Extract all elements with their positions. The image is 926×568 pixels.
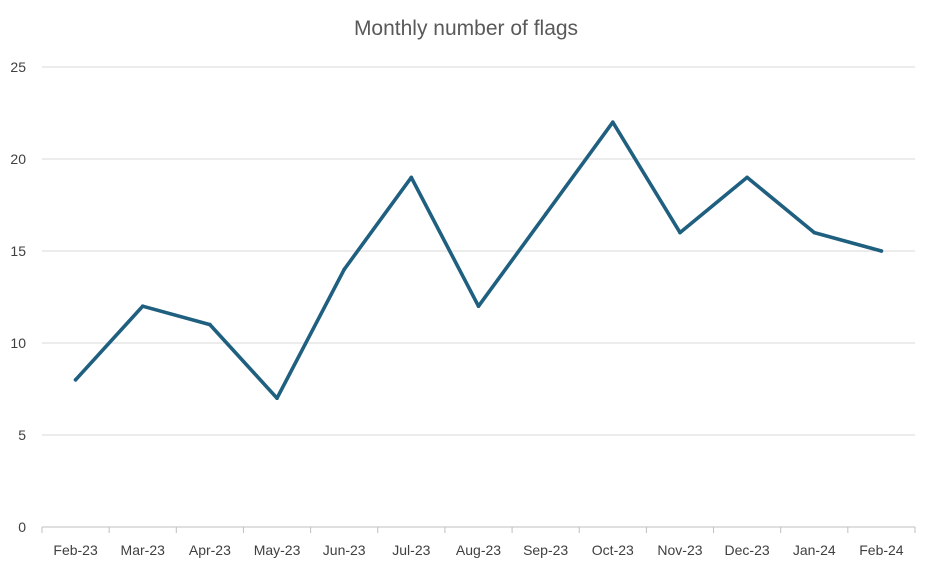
x-tick-label: Jan-24	[793, 542, 836, 558]
y-axis-ticks: 0 5 10 15 20 25	[10, 59, 26, 535]
y-tick-label: 15	[10, 243, 26, 259]
x-tick-label: May-23	[254, 542, 301, 558]
y-tick-label: 10	[10, 335, 26, 351]
x-tick-label: Sep-23	[523, 542, 568, 558]
x-tick-label: Mar-23	[121, 542, 166, 558]
y-tick-label: 5	[18, 427, 26, 443]
data-point	[342, 267, 346, 272]
x-tick-label: Dec-23	[725, 542, 770, 558]
x-axis-ticks: Feb-23 Mar-23 Apr-23 May-23 Jun-23 Jul-23 Aug-…	[53, 542, 903, 558]
x-tick-label: Apr-23	[189, 542, 231, 558]
x-tick-label: Oct-23	[592, 542, 634, 558]
data-point	[879, 249, 884, 253]
data-point	[476, 304, 481, 309]
data-point	[812, 230, 817, 235]
x-tick-label: Jul-23	[392, 542, 430, 558]
x-axis	[41, 526, 916, 533]
data-point	[543, 212, 548, 216]
data-point	[678, 230, 682, 235]
data-point	[140, 304, 145, 309]
data-point	[275, 396, 279, 401]
chart-title: Monthly number of flags	[354, 17, 578, 40]
data-point	[409, 175, 414, 180]
x-tick-label: Aug-23	[456, 542, 501, 558]
gridlines	[42, 66, 915, 436]
x-tick-label: Jun-23	[323, 542, 366, 558]
data-point	[611, 120, 615, 124]
data-point	[73, 378, 78, 382]
series-layer	[73, 120, 884, 401]
y-tick-label: 25	[10, 59, 26, 75]
y-tick-label: 0	[18, 519, 26, 535]
series-line	[73, 120, 884, 401]
data-point	[208, 322, 212, 327]
x-tick-label: Feb-24	[859, 542, 904, 558]
y-tick-label: 20	[10, 151, 26, 167]
x-tick-label: Nov-23	[657, 542, 702, 558]
x-tick-label: Feb-23	[53, 542, 98, 558]
data-point	[745, 175, 749, 180]
